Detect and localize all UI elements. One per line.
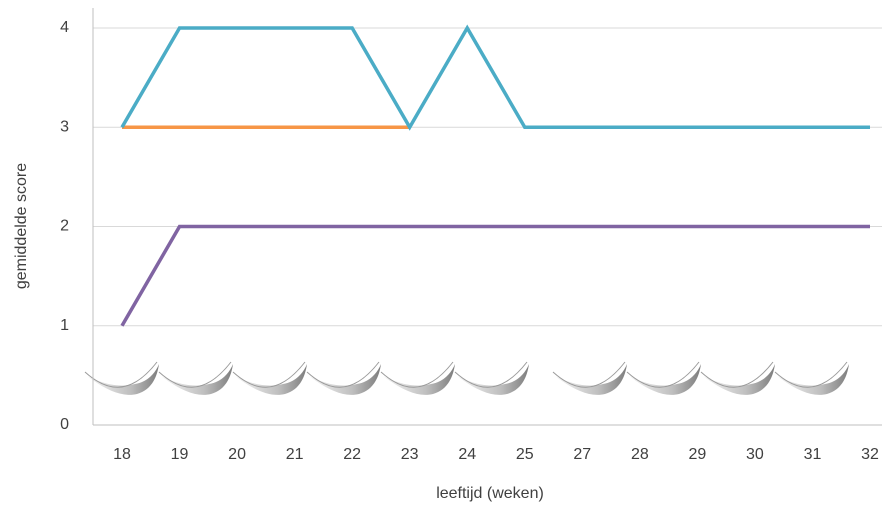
y-tick-label: 3 (60, 118, 69, 135)
x-tick-label: 18 (113, 446, 131, 463)
x-tick-label: 21 (286, 446, 304, 463)
x-tick-label: 24 (458, 446, 476, 463)
x-tick-label: 30 (746, 446, 764, 463)
x-tick-label: 25 (516, 446, 534, 463)
y-tick-label: 2 (60, 218, 69, 235)
y-tick-label: 0 (60, 416, 69, 433)
series-line (120, 24, 870, 131)
x-tick-label: 28 (631, 446, 649, 463)
series-line (120, 224, 870, 327)
x-tick-label: 22 (343, 446, 361, 463)
y-axis-label: gemiddelde score (13, 163, 30, 289)
y-tick-label: 4 (60, 19, 69, 36)
x-tick-label: 31 (804, 446, 822, 463)
x-tick-label: 19 (171, 446, 189, 463)
x-tick-label: 32 (861, 446, 879, 463)
y-tick-label: 1 (60, 317, 69, 334)
feather-decoration (84, 361, 850, 396)
x-tick-label: 23 (401, 446, 419, 463)
x-tick-label: 20 (228, 446, 246, 463)
x-tick-label: 29 (688, 446, 706, 463)
x-tick-label: 27 (573, 446, 591, 463)
x-axis-label: leeftijd (weken) (436, 485, 544, 502)
